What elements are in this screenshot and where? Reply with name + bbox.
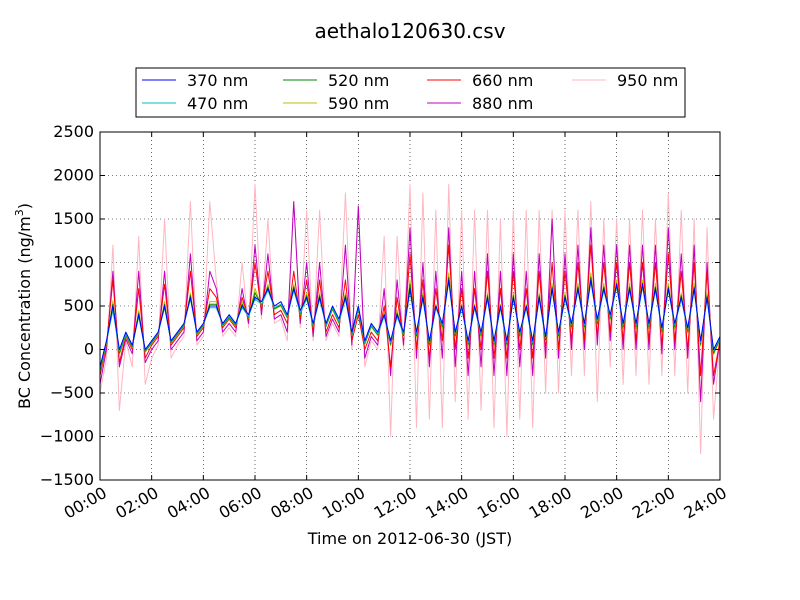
y-tick-label: 2500 <box>53 122 94 141</box>
y-tick-label: 1000 <box>53 253 94 272</box>
legend: 370 nm 470 nm 520 nm 590 nm 660 nm 880 nm 950 … <box>135 67 686 118</box>
y-axis-label-sup: 3 <box>13 209 26 216</box>
y-tick-labels: −1500 −1000 −500 0 500 1000 1500 2000 2500 <box>40 122 94 489</box>
y-tick-label: 1500 <box>53 209 94 228</box>
x-axis-label: Time on 2012-06-30 (JST) <box>307 529 512 548</box>
y-tick-label: 0 <box>84 340 94 359</box>
series-line <box>100 279 720 368</box>
legend-label: 950 nm <box>617 71 678 90</box>
chart-title: aethalo120630.csv <box>314 19 505 43</box>
legend-label: 660 nm <box>472 71 533 90</box>
y-tick-label: −1500 <box>40 470 94 489</box>
legend-label: 470 nm <box>187 94 248 113</box>
series-layer <box>100 183 720 455</box>
legend-label: 880 nm <box>472 94 533 113</box>
y-tick-label: −500 <box>50 383 94 402</box>
y-tick-label: 2000 <box>53 166 94 185</box>
legend-label: 370 nm <box>187 71 248 90</box>
legend-frame <box>135 67 686 118</box>
plot-clip <box>100 183 720 455</box>
y-axis-label-main: BC Concentration (ng/m <box>15 216 34 409</box>
legend-label: 590 nm <box>328 94 389 113</box>
y-axis-label: BC Concentration (ng/m3) <box>13 203 34 409</box>
legend-label: 520 nm <box>328 71 389 90</box>
series-line <box>100 272 720 373</box>
series-line <box>100 276 720 371</box>
series-line <box>100 201 720 403</box>
series-line <box>100 183 720 455</box>
ticks <box>99 131 721 481</box>
y-axis-label-close: ) <box>15 203 34 209</box>
series-line <box>100 244 720 377</box>
y-tick-label: 500 <box>63 296 94 315</box>
y-tick-label: −1000 <box>40 427 94 446</box>
